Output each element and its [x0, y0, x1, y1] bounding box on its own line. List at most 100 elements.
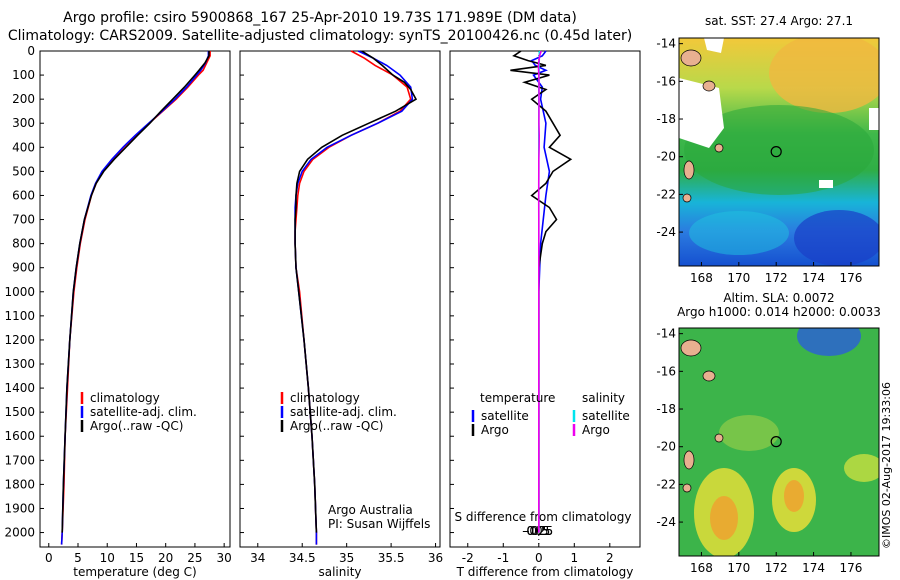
- map-x-tick-label: 168: [690, 271, 713, 285]
- x-tick-label: 10: [100, 551, 115, 565]
- x-tick-label: 34: [250, 551, 265, 565]
- series-satellite-adj-clim-: [294, 50, 414, 545]
- sla-mid-patch: [719, 415, 779, 451]
- salinity-frame: [239, 50, 441, 548]
- x-tick-label: 25: [187, 551, 202, 565]
- top-x-tick-label: 0.5: [531, 524, 550, 538]
- sst-no-data-area: [704, 38, 724, 53]
- legend-entry: climatology: [90, 391, 160, 405]
- sst_map-frame: [678, 37, 880, 267]
- depth-tick-label: 1100: [4, 309, 35, 323]
- sla-high-patch: [844, 454, 879, 482]
- map-x-tick-label: 174: [802, 271, 825, 285]
- map-y-tick-label: -16: [656, 364, 676, 378]
- x-tick-label: -2: [462, 551, 474, 565]
- map-y-tick-label: -22: [656, 477, 676, 491]
- map-y-tick-label: -22: [656, 187, 676, 201]
- map-x-tick-label: 174: [802, 561, 825, 575]
- map-x-tick-label: 168: [690, 561, 713, 575]
- map-y-tick-label: -18: [656, 402, 676, 416]
- island: [683, 160, 695, 180]
- x-tick-label: 15: [129, 551, 144, 565]
- depth-tick-label: 0: [27, 44, 35, 58]
- legend-s-title: salinity: [582, 391, 625, 405]
- depth-tick-label: 1700: [4, 453, 35, 467]
- island: [702, 370, 716, 382]
- map-x-tick-label: 170: [727, 271, 750, 285]
- sst-cyan-patch: [689, 211, 789, 255]
- map-x-tick-label: 172: [765, 271, 788, 285]
- x-tick-label: 30: [217, 551, 232, 565]
- series-argo-raw-qc-: [294, 50, 418, 533]
- map-y-tick-label: -18: [656, 112, 676, 126]
- credit-line2: PI: Susan Wijffels: [328, 517, 430, 531]
- depth-tick-label: 300: [12, 116, 35, 130]
- legend-entry: Argo(..raw -QC): [290, 419, 383, 433]
- depth-tick-label: 1900: [4, 501, 35, 515]
- series-temperature-satellite: [530, 50, 551, 533]
- island: [680, 49, 702, 67]
- sst_map-field: [679, 38, 879, 266]
- temperature-xlabel: temperature (deg C): [73, 565, 196, 579]
- island: [714, 433, 724, 443]
- x-tick-label: 0: [535, 551, 543, 565]
- sla_map-frame: [678, 327, 880, 557]
- sla-peak-patch: [710, 496, 738, 540]
- figure-title-line1: Argo profile: csiro 5900868_167 25-Apr-2…: [63, 10, 577, 26]
- sst-no-data-area: [869, 108, 879, 130]
- depth-tick-label: 400: [12, 140, 35, 154]
- map-y-tick-label: -20: [656, 440, 676, 454]
- series-argo-raw-qc-: [61, 51, 210, 533]
- top-x-tick-label: 0.25: [526, 524, 553, 538]
- series-climatology: [294, 50, 412, 545]
- argo-position-marker: [770, 436, 782, 448]
- credit-line1: Argo Australia: [328, 503, 413, 517]
- island: [680, 339, 702, 357]
- map-x-tick-label: 170: [727, 561, 750, 575]
- depth-tick-label: 1500: [4, 405, 35, 419]
- sst-map-title: sat. SST: 27.4 Argo: 27.1: [705, 14, 853, 28]
- series-salinity-argo: [537, 50, 542, 533]
- panel-salinity: 34 34.5 35 35.5 36 salinity climatologysatelli…: [239, 50, 443, 579]
- depth-tick-label: 500: [12, 164, 35, 178]
- sst-no-data-area: [679, 78, 724, 148]
- sla_map-field: [679, 328, 879, 556]
- depth-tick-label: 700: [12, 213, 35, 227]
- depth-tick-label: 600: [12, 188, 35, 202]
- difference-xlabel: T difference from climatology: [456, 565, 634, 579]
- legend-entry: satellite: [582, 409, 630, 423]
- island: [683, 450, 695, 470]
- legend-entry: Argo: [582, 423, 610, 437]
- map-y-tick-label: -16: [656, 74, 676, 88]
- legend-entry: satellite-adj. clim.: [290, 405, 397, 419]
- map-y-tick-label: -14: [656, 37, 676, 51]
- map-x-tick-label: 176: [840, 271, 863, 285]
- x-tick-label: 1: [570, 551, 578, 565]
- copyright-stamp: ©IMOS 02-Aug-2017 19:33:06: [880, 382, 893, 549]
- x-tick-label: 34.5: [289, 551, 316, 565]
- salinity-xlabel: salinity: [318, 565, 361, 579]
- depth-tick-label: 1800: [4, 477, 35, 491]
- series-temperature-argo: [510, 50, 573, 533]
- depth-tick-label: 1600: [4, 429, 35, 443]
- panel-temperature: 0100200300400500600700800900100011001200…: [4, 44, 231, 579]
- sst-no-data-area: [819, 180, 833, 188]
- top-x-tick-label: -0.5: [525, 524, 548, 538]
- island: [682, 193, 692, 203]
- figure-title-line2: Climatology: CARS2009. Satellite-adjuste…: [7, 28, 633, 44]
- legend-entry: satellite-adj. clim.: [90, 405, 197, 419]
- map-x-tick-label: 176: [840, 561, 863, 575]
- x-tick-label: 36: [428, 551, 443, 565]
- legend-entry: climatology: [290, 391, 360, 405]
- depth-tick-label: 900: [12, 261, 35, 275]
- x-tick-label: 35: [339, 551, 354, 565]
- depth-tick-label: 100: [12, 68, 35, 82]
- x-tick-label: 35.5: [378, 551, 405, 565]
- sst_map: 168 170 172 174 176 -14 -16 -18 -20 -22 -24: [656, 37, 880, 285]
- legend-t-title: temperature: [480, 391, 555, 405]
- depth-tick-label: 1300: [4, 357, 35, 371]
- sla_map: 168 170 172 174 176 -14 -16 -18 -20 -22 -24: [656, 327, 880, 575]
- sla-peak-patch: [784, 480, 804, 512]
- map-x-tick-label: 172: [765, 561, 788, 575]
